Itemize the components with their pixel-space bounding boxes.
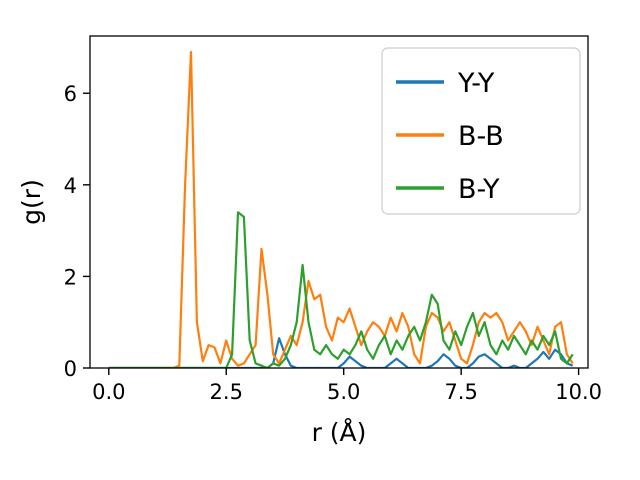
series-line-b-b — [108, 50, 574, 368]
legend-label-by: B-Y — [458, 174, 500, 205]
axes-frame — [89, 35, 589, 369]
x-tick-label: 5.0 — [327, 380, 360, 404]
axis-ticks-group: 0.0 2.5 5.0 7.5 10.0 0 2 4 6 — [64, 82, 602, 404]
y-axis-label: g(r) — [17, 179, 46, 225]
x-tick-label: 0.0 — [92, 380, 125, 404]
x-axis-label: r (Å) — [312, 418, 367, 447]
x-tick-label: 2.5 — [210, 380, 243, 404]
y-tick-label: 6 — [64, 82, 77, 106]
x-tick-label: 7.5 — [444, 380, 477, 404]
y-tick-label: 4 — [64, 174, 77, 198]
y-tick-label: 2 — [64, 265, 77, 289]
series-line-b-y — [108, 211, 574, 368]
plot-series-group — [108, 50, 574, 368]
series-line-y-y — [108, 337, 574, 368]
y-tick-label: 0 — [64, 357, 77, 381]
legend-label-bb: B-B — [458, 121, 504, 152]
legend-frame — [381, 47, 581, 215]
legend: Y-Y B-B B-Y — [381, 47, 581, 215]
legend-label-yy: Y-Y — [457, 68, 495, 99]
x-tick-label: 10.0 — [555, 380, 602, 404]
